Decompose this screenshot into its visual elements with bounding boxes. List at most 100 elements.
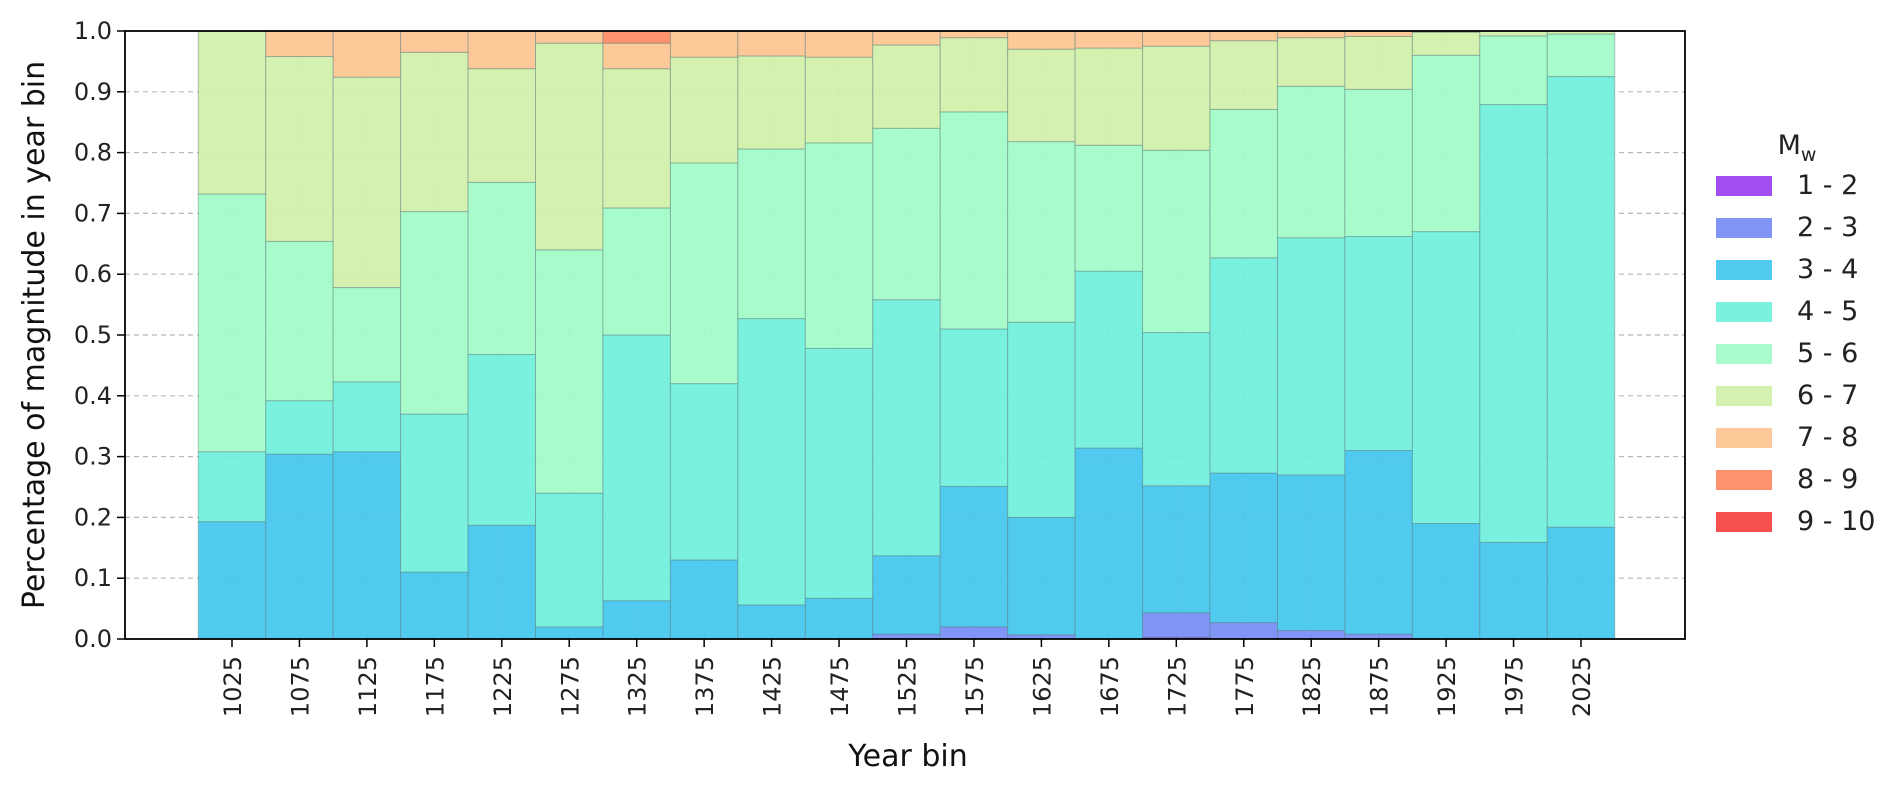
x-tick-label: 1775 <box>1231 656 1259 717</box>
bar-segment <box>535 30 604 44</box>
bar-segment <box>467 68 537 183</box>
bar-segment <box>1276 237 1346 476</box>
legend-label: 5 - 6 <box>1797 338 1858 369</box>
bar-segment <box>400 51 469 213</box>
bar-segment <box>872 44 941 129</box>
legend-swatch <box>1716 344 1772 364</box>
y-tick-label: 0.9 <box>74 78 112 106</box>
x-tick-label: 1325 <box>624 656 652 717</box>
bar-segment <box>939 30 1009 39</box>
y-tick-label: 0.2 <box>74 503 112 531</box>
bar-segment <box>400 211 469 415</box>
legend-swatch <box>1716 428 1772 448</box>
bar-segment <box>535 249 604 494</box>
bar-segment <box>602 207 671 336</box>
bar-segment <box>197 451 267 523</box>
bar-segment <box>332 381 402 453</box>
bar-segment <box>1411 31 1481 56</box>
bar-segment <box>1074 30 1144 49</box>
x-tick-label: 1375 <box>691 656 719 717</box>
bar-segment <box>872 127 941 301</box>
bar-segment <box>939 111 1009 330</box>
x-tick-label: 1025 <box>219 656 247 717</box>
bar-segment <box>804 142 874 349</box>
bar-segment <box>1074 47 1144 146</box>
legend-label: 1 - 2 <box>1797 170 1858 201</box>
bar-segment <box>602 600 671 640</box>
bar-segment <box>1276 629 1346 640</box>
bar-segment <box>939 328 1009 487</box>
bar-segment <box>1142 45 1211 151</box>
bar-segment <box>1142 332 1211 487</box>
bar-segment <box>669 30 739 58</box>
bar-segment <box>467 30 537 70</box>
bar-segment <box>872 555 941 635</box>
x-tick-label: 1475 <box>826 656 854 717</box>
bar-segment <box>602 30 671 44</box>
bar-segment <box>265 56 334 242</box>
bar-segment <box>602 334 671 602</box>
legend-swatch <box>1716 470 1772 490</box>
bar-segment <box>332 287 402 383</box>
y-tick-label: 0.3 <box>74 443 112 471</box>
y-tick-label: 0.4 <box>74 382 112 410</box>
bar-segment <box>535 42 604 251</box>
legend-swatch <box>1716 386 1772 406</box>
bar-segment <box>1276 85 1346 239</box>
bar-segment <box>1411 522 1481 640</box>
legend-swatch <box>1716 512 1772 532</box>
y-tick-label: 0.6 <box>74 260 112 288</box>
bar-segment <box>1344 236 1413 452</box>
x-tick-label: 1875 <box>1366 656 1394 717</box>
bar-segment <box>1276 474 1346 631</box>
bar-segment <box>1074 270 1144 449</box>
y-tick-label: 0.0 <box>74 625 112 653</box>
bar-segment <box>332 451 402 640</box>
bar-segment <box>669 559 739 640</box>
bar-segment <box>737 318 806 606</box>
legend-swatch <box>1716 302 1772 322</box>
bar-segment <box>804 30 874 58</box>
bar-segment <box>737 55 806 150</box>
x-tick-label: 2025 <box>1568 656 1596 717</box>
bar-segment <box>939 626 1009 640</box>
y-tick-label: 0.7 <box>74 199 112 227</box>
bar-segment <box>1007 516 1076 636</box>
legend-swatch <box>1716 176 1772 196</box>
y-tick-label: 0.1 <box>74 564 112 592</box>
bar-segment <box>804 597 874 640</box>
bar-segment <box>1209 257 1278 474</box>
bar-segment <box>1276 37 1346 87</box>
bar-segment <box>265 453 334 640</box>
legend-label: 2 - 3 <box>1797 212 1858 243</box>
bar-segment <box>804 56 874 144</box>
bar-segment <box>1344 35 1413 90</box>
x-tick-label: 1075 <box>286 656 314 717</box>
legend-label: 6 - 7 <box>1797 380 1858 411</box>
x-tick-label: 1675 <box>1096 656 1124 717</box>
x-tick-label: 1575 <box>961 656 989 717</box>
bar-segment <box>1276 30 1346 39</box>
bar-segment <box>602 42 671 70</box>
bar-segment <box>197 30 267 195</box>
bar-segment <box>1007 321 1076 518</box>
y-axis-label: Percentage of magnitude in year bin <box>17 61 52 609</box>
bar-segment <box>1209 108 1278 259</box>
x-tick-label: 1125 <box>354 656 382 717</box>
bar-segment <box>332 76 402 289</box>
legend-title-main: M <box>1778 130 1801 161</box>
bar-segment <box>265 400 334 455</box>
legend-label: 4 - 5 <box>1797 296 1858 327</box>
x-axis: 1025 1075 1125 1175 1225 1275 1325 1375 1425 1475… <box>219 639 1596 717</box>
bar-segment <box>737 604 806 640</box>
x-tick-label: 1525 <box>894 656 922 717</box>
bar-segment <box>1344 88 1413 238</box>
bar-segment <box>669 162 739 385</box>
bar-segment <box>804 347 874 599</box>
bar-segment <box>1546 33 1616 78</box>
bar-segment <box>197 521 267 640</box>
bar-segment <box>1007 30 1076 50</box>
bar-segment <box>872 30 941 46</box>
legend-label: 9 - 10 <box>1797 506 1875 537</box>
